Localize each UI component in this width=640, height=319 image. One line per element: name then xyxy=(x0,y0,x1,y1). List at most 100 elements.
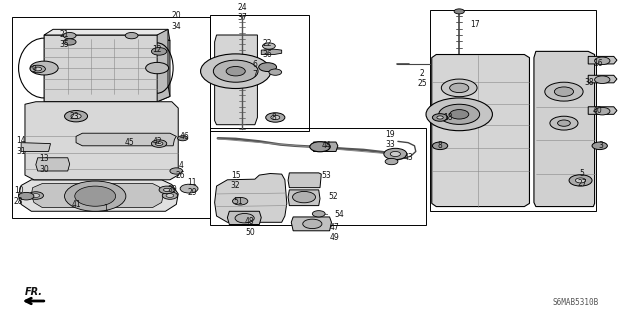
Polygon shape xyxy=(214,35,257,125)
Circle shape xyxy=(592,142,607,150)
Circle shape xyxy=(437,116,444,119)
Circle shape xyxy=(310,142,330,152)
Circle shape xyxy=(390,152,401,157)
Text: 24
37: 24 37 xyxy=(237,3,247,22)
Text: 5
27: 5 27 xyxy=(577,168,587,188)
Circle shape xyxy=(269,69,282,75)
Polygon shape xyxy=(44,35,170,102)
Text: 53: 53 xyxy=(321,171,332,180)
Text: FR.: FR. xyxy=(25,287,43,297)
Text: 21
35: 21 35 xyxy=(60,30,69,49)
Circle shape xyxy=(262,43,275,49)
Polygon shape xyxy=(21,143,51,152)
Text: 23: 23 xyxy=(69,112,79,121)
Circle shape xyxy=(575,178,586,183)
Circle shape xyxy=(65,111,88,122)
Polygon shape xyxy=(76,133,176,146)
Circle shape xyxy=(63,39,76,45)
Text: 47
49: 47 49 xyxy=(329,223,339,242)
Circle shape xyxy=(63,33,76,39)
Circle shape xyxy=(159,186,174,194)
Text: 45: 45 xyxy=(125,137,134,146)
Bar xyxy=(210,15,309,131)
Circle shape xyxy=(156,142,163,145)
Text: 17: 17 xyxy=(470,20,479,29)
Polygon shape xyxy=(261,49,282,55)
Circle shape xyxy=(266,113,285,122)
Polygon shape xyxy=(291,217,332,231)
Text: 13
30: 13 30 xyxy=(39,154,49,174)
Circle shape xyxy=(200,54,271,88)
Circle shape xyxy=(454,9,465,14)
Polygon shape xyxy=(214,174,287,222)
Bar xyxy=(210,128,426,226)
Bar xyxy=(430,11,596,211)
Text: 46: 46 xyxy=(180,132,189,141)
Polygon shape xyxy=(36,158,70,171)
Text: 54: 54 xyxy=(334,210,344,219)
Circle shape xyxy=(232,197,248,205)
Polygon shape xyxy=(588,107,617,114)
Circle shape xyxy=(180,184,198,193)
Polygon shape xyxy=(432,55,529,207)
Circle shape xyxy=(554,87,573,96)
Circle shape xyxy=(292,191,316,203)
Circle shape xyxy=(170,168,182,174)
Circle shape xyxy=(312,211,325,217)
Circle shape xyxy=(28,192,44,199)
Circle shape xyxy=(164,188,170,191)
Polygon shape xyxy=(312,142,338,152)
Circle shape xyxy=(152,48,167,55)
Text: 39: 39 xyxy=(167,185,177,194)
Text: 18: 18 xyxy=(443,113,452,122)
Circle shape xyxy=(442,79,477,97)
Circle shape xyxy=(595,76,610,84)
Polygon shape xyxy=(534,51,595,207)
Polygon shape xyxy=(157,29,170,102)
Circle shape xyxy=(152,140,167,147)
Text: 52: 52 xyxy=(328,192,337,201)
Polygon shape xyxy=(227,211,261,225)
Polygon shape xyxy=(588,75,617,83)
Text: 3: 3 xyxy=(598,141,604,150)
Text: 8: 8 xyxy=(271,113,276,122)
Circle shape xyxy=(550,116,578,130)
Circle shape xyxy=(545,82,583,101)
Circle shape xyxy=(595,108,610,115)
Text: 41: 41 xyxy=(71,200,81,209)
Polygon shape xyxy=(288,173,321,188)
Text: 10
28: 10 28 xyxy=(14,187,24,206)
Text: 42: 42 xyxy=(152,137,162,146)
Polygon shape xyxy=(44,29,170,41)
Circle shape xyxy=(19,192,34,200)
Polygon shape xyxy=(31,183,164,207)
Text: 1: 1 xyxy=(104,204,108,213)
Circle shape xyxy=(271,115,280,120)
Circle shape xyxy=(125,33,138,39)
Text: 22
36: 22 36 xyxy=(263,40,273,59)
Circle shape xyxy=(259,63,276,71)
Circle shape xyxy=(450,83,468,93)
Polygon shape xyxy=(288,190,320,206)
Text: S6MAB5310B: S6MAB5310B xyxy=(552,298,598,307)
Polygon shape xyxy=(25,102,178,180)
Circle shape xyxy=(226,66,245,76)
Circle shape xyxy=(450,110,468,119)
Text: 11
29: 11 29 xyxy=(188,178,197,197)
Text: 38: 38 xyxy=(585,78,595,87)
Text: 20
34: 20 34 xyxy=(172,11,181,31)
Text: 4
26: 4 26 xyxy=(176,161,186,180)
Circle shape xyxy=(163,192,177,199)
Text: 2
25: 2 25 xyxy=(417,69,427,88)
Circle shape xyxy=(595,57,610,64)
Circle shape xyxy=(303,219,322,229)
Circle shape xyxy=(75,186,116,206)
Circle shape xyxy=(433,114,448,121)
Text: 14
31: 14 31 xyxy=(16,136,26,155)
Circle shape xyxy=(557,120,570,126)
Circle shape xyxy=(426,98,492,131)
Text: 19
33: 19 33 xyxy=(385,130,395,149)
Circle shape xyxy=(65,181,126,211)
Circle shape xyxy=(213,60,258,82)
Circle shape xyxy=(433,142,448,150)
